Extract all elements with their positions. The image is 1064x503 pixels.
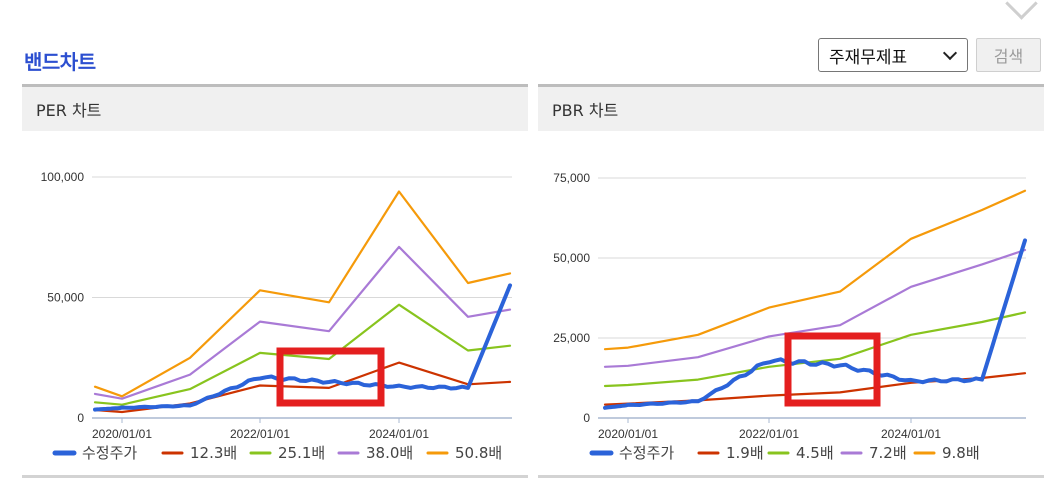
- chart-title: PER 차트: [22, 87, 528, 131]
- x-tick-label: 2024/01/01: [369, 427, 429, 441]
- price-series-line: [93, 283, 512, 412]
- legend-label: 12.3배: [190, 444, 237, 462]
- band-series-line: [93, 361, 512, 414]
- price-series-line: [603, 238, 1027, 410]
- y-tick-label: 0: [77, 411, 84, 425]
- chart-title: PBR 차트: [538, 87, 1044, 131]
- band-series-line: [603, 189, 1027, 351]
- y-tick-label: 50,000: [553, 251, 590, 265]
- legend-label: 38.0배: [366, 444, 413, 462]
- legend-label: 수정주가: [82, 444, 137, 462]
- per-chart-panel: PER 차트: [22, 84, 528, 478]
- highlight-box: [784, 332, 881, 407]
- statement-type-select[interactable]: 주재무제표: [818, 38, 968, 72]
- page-title: 밴드차트: [24, 50, 96, 74]
- statement-type-value: 주재무제표: [829, 47, 908, 68]
- band-series-line: [93, 245, 512, 400]
- legend-label: 수정주가: [619, 444, 674, 462]
- legend-label: 1.9배: [726, 444, 764, 462]
- y-tick-label: 0: [583, 411, 590, 425]
- x-tick-label: 2022/01/01: [739, 427, 799, 441]
- legend-label: 50.8배: [455, 444, 502, 462]
- legend-label: 7.2배: [869, 444, 907, 462]
- y-tick-label: 25,000: [553, 331, 590, 345]
- x-tick-label: 2024/01/01: [881, 427, 941, 441]
- pbr-chart-panel: PBR 차트: [538, 84, 1044, 478]
- y-tick-label: 75,000: [553, 171, 590, 185]
- band-series-line: [603, 311, 1027, 388]
- x-tick-label: 2020/01/01: [92, 427, 152, 441]
- band-series-line: [93, 190, 512, 398]
- band-series-line: [93, 303, 512, 406]
- y-tick-label: 50,000: [47, 291, 84, 305]
- y-tick-label: 100,000: [41, 170, 85, 184]
- search-button[interactable]: 검색: [976, 38, 1041, 72]
- legend-label: 4.5배: [796, 444, 834, 462]
- highlight-box: [276, 347, 385, 407]
- band-series-line: [603, 248, 1027, 368]
- x-tick-label: 2022/01/01: [230, 427, 290, 441]
- legend-label: 25.1배: [278, 444, 325, 462]
- legend-label: 9.8배: [942, 444, 980, 462]
- x-tick-label: 2020/01/01: [598, 427, 658, 441]
